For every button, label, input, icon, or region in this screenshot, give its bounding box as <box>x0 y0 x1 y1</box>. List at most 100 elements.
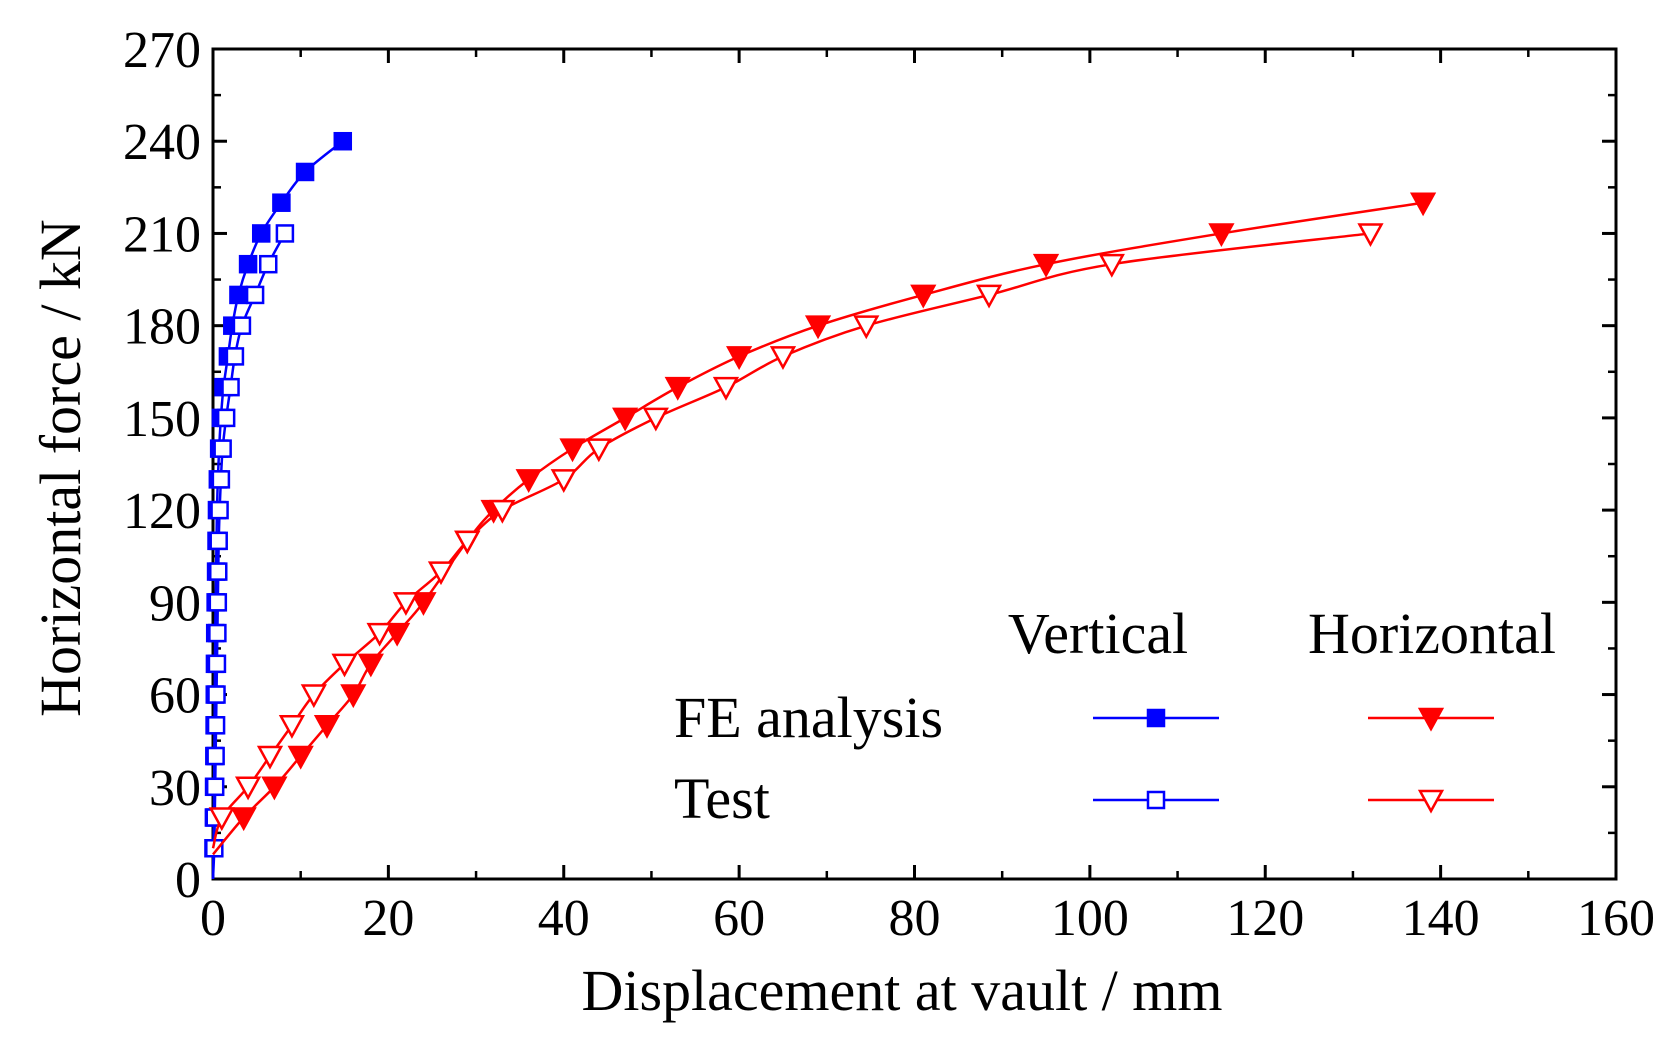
data-point <box>275 224 295 243</box>
data-point <box>1409 192 1437 217</box>
y-tick-label: 30 <box>149 760 201 817</box>
data-point <box>221 377 240 397</box>
data-point <box>712 376 740 401</box>
data-point <box>208 807 235 832</box>
plot-frame <box>211 47 1618 881</box>
data-point <box>211 470 231 489</box>
data-point <box>287 745 314 770</box>
series-fe-analysis-horizontal <box>212 192 1437 856</box>
data-point <box>207 685 226 704</box>
data-point <box>245 285 265 305</box>
data-point <box>261 776 288 801</box>
data-point <box>208 593 228 612</box>
data-point <box>251 224 271 243</box>
data-point <box>230 807 257 832</box>
data-point <box>1032 253 1060 278</box>
data-point <box>1098 253 1125 278</box>
series-test-horizontal <box>208 223 1384 849</box>
y-tick-label: 240 <box>123 114 201 171</box>
data-point <box>910 284 937 309</box>
data-point <box>229 285 248 305</box>
y-tick-label: 0 <box>175 852 201 909</box>
data-point <box>272 193 291 212</box>
data-point <box>300 684 327 709</box>
data-point <box>726 346 753 371</box>
y-axis-label: Horizontal force / kN <box>28 219 93 717</box>
data-point <box>559 438 586 463</box>
data-point <box>208 623 227 643</box>
data-point <box>392 592 420 616</box>
data-point <box>278 715 306 739</box>
data-point <box>585 438 612 463</box>
data-point <box>454 530 481 555</box>
data-point <box>206 716 226 735</box>
y-tick-label: 150 <box>123 391 201 448</box>
data-point <box>975 284 1003 309</box>
data-point <box>232 316 252 335</box>
y-tick-label: 90 <box>149 575 201 632</box>
data-point <box>258 254 278 274</box>
data-point <box>1208 223 1235 248</box>
y-tick-label: 180 <box>123 299 201 356</box>
legend-row-fe-analysis: FE analysis <box>674 685 943 750</box>
legend-column-vertical: Vertical <box>1008 601 1188 666</box>
data-point <box>313 715 341 739</box>
data-point <box>209 562 228 581</box>
data-point <box>664 376 691 401</box>
data-point <box>207 654 227 674</box>
x-tick-label: 100 <box>1051 890 1129 947</box>
data-point <box>357 653 384 678</box>
x-tick-label: 20 <box>362 890 414 947</box>
x-tick-label: 140 <box>1402 890 1480 947</box>
data-point <box>853 315 880 340</box>
data-point <box>515 469 542 493</box>
x-tick-label: 80 <box>889 890 941 947</box>
series-line <box>211 140 344 880</box>
data-point <box>295 162 315 182</box>
legend-swatch-marker <box>1146 708 1166 728</box>
legend-swatch-marker <box>1417 789 1445 814</box>
y-tick-label: 210 <box>123 206 201 263</box>
x-tick-label: 40 <box>538 890 590 947</box>
series-layer <box>204 131 1437 880</box>
series-line <box>211 232 287 880</box>
data-point <box>642 407 669 432</box>
legend-swatch-marker <box>1146 790 1166 810</box>
data-point <box>333 131 353 151</box>
data-point <box>205 777 225 797</box>
data-point <box>550 469 577 493</box>
legend-column-horizontal: Horizontal <box>1308 601 1556 666</box>
data-point <box>384 622 411 647</box>
series-line <box>211 232 1371 849</box>
data-point <box>804 315 832 340</box>
series-line <box>212 201 1424 856</box>
data-point <box>216 408 236 428</box>
y-tick-label: 270 <box>123 22 201 79</box>
x-tick-label: 60 <box>713 890 765 947</box>
legend-row-test: Test <box>674 766 770 831</box>
data-point <box>210 500 229 520</box>
y-tick-label: 60 <box>149 668 201 725</box>
data-point <box>256 745 284 770</box>
data-point <box>213 439 232 458</box>
axes-layer: 0 20 40 60 80 100 120 140 160 0 30 60 90 120 150 180 210… <box>123 22 1655 947</box>
data-point <box>238 254 258 274</box>
data-point <box>209 531 228 551</box>
data-point <box>489 499 516 524</box>
data-point <box>206 746 225 766</box>
data-point <box>769 346 797 371</box>
data-point <box>612 407 639 432</box>
data-point <box>1357 223 1384 248</box>
y-tick-label: 120 <box>123 483 201 540</box>
x-tick-label: 0 <box>200 890 226 947</box>
data-point <box>340 684 367 709</box>
data-point <box>427 561 455 586</box>
data-point <box>410 592 437 616</box>
x-tick-label: 160 <box>1577 890 1655 947</box>
data-point <box>225 347 245 366</box>
data-point <box>366 622 393 647</box>
legend-swatch-marker <box>1417 707 1445 732</box>
data-point <box>331 653 358 678</box>
x-tick-label: 120 <box>1226 890 1304 947</box>
